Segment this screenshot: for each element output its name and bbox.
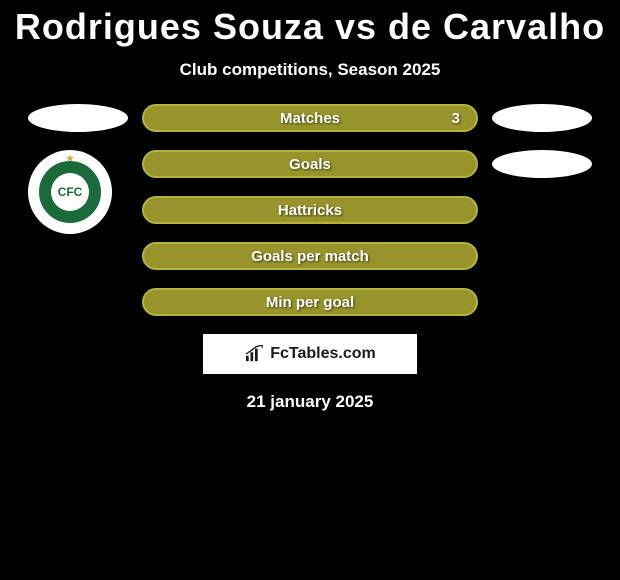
star-icon: ★: [65, 152, 75, 165]
brand-box: FcTables.com: [203, 334, 417, 374]
stat-label: Matches: [280, 110, 340, 127]
stat-row: Min per goal: [10, 288, 610, 316]
chart-icon: [244, 345, 266, 363]
brand-text: FcTables.com: [270, 345, 376, 363]
infographic-container: Rodrigues Souza vs de Carvalho Club comp…: [0, 0, 620, 412]
stat-row: Matches 3: [10, 104, 610, 132]
player-oval-right: [492, 104, 592, 132]
stat-value: 3: [452, 110, 460, 127]
stat-pill-goals-per-match: Goals per match: [142, 242, 478, 270]
club-logo-ring: ★ CFC: [39, 161, 101, 223]
date-text: 21 january 2025: [0, 392, 620, 412]
stat-label: Goals: [289, 156, 331, 173]
stat-pill-min-per-goal: Min per goal: [142, 288, 478, 316]
club-logo-left: ★ CFC: [28, 150, 112, 234]
stat-pill-goals: Goals: [142, 150, 478, 178]
stat-label: Hattricks: [278, 202, 342, 219]
player-oval-left: [28, 104, 128, 132]
comparison-area: ★ CFC Matches 3 Goals Hattricks: [0, 104, 620, 316]
stat-row: Goals per match: [10, 242, 610, 270]
player-oval-right: [492, 150, 592, 178]
stat-label: Min per goal: [266, 294, 354, 311]
stat-pill-hattricks: Hattricks: [142, 196, 478, 224]
stat-pill-matches: Matches 3: [142, 104, 478, 132]
club-logo-abbr: CFC: [51, 173, 89, 211]
subtitle: Club competitions, Season 2025: [0, 60, 620, 80]
page-title: Rodrigues Souza vs de Carvalho: [0, 6, 620, 48]
stat-label: Goals per match: [251, 248, 369, 265]
